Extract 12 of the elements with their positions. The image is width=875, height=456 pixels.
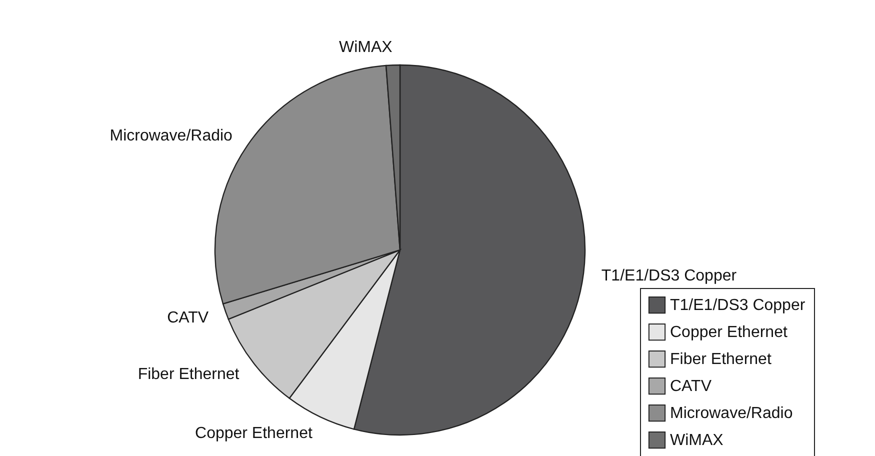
slice-label: Copper Ethernet <box>195 425 313 442</box>
legend-label: CATV <box>670 378 712 395</box>
slice-label: Microwave/Radio <box>110 127 233 144</box>
legend-label: Fiber Ethernet <box>670 351 772 368</box>
slice-label: Fiber Ethernet <box>138 366 240 383</box>
legend-label: WiMAX <box>670 432 724 449</box>
legend-label: Microwave/Radio <box>670 405 793 422</box>
slice-label: T1/E1/DS3 Copper <box>601 267 738 284</box>
legend-label: T1/E1/DS3 Copper <box>670 297 806 314</box>
legend-label: Copper Ethernet <box>670 324 788 341</box>
slice-label: CATV <box>167 310 209 327</box>
slice-label: WiMAX <box>339 39 393 56</box>
